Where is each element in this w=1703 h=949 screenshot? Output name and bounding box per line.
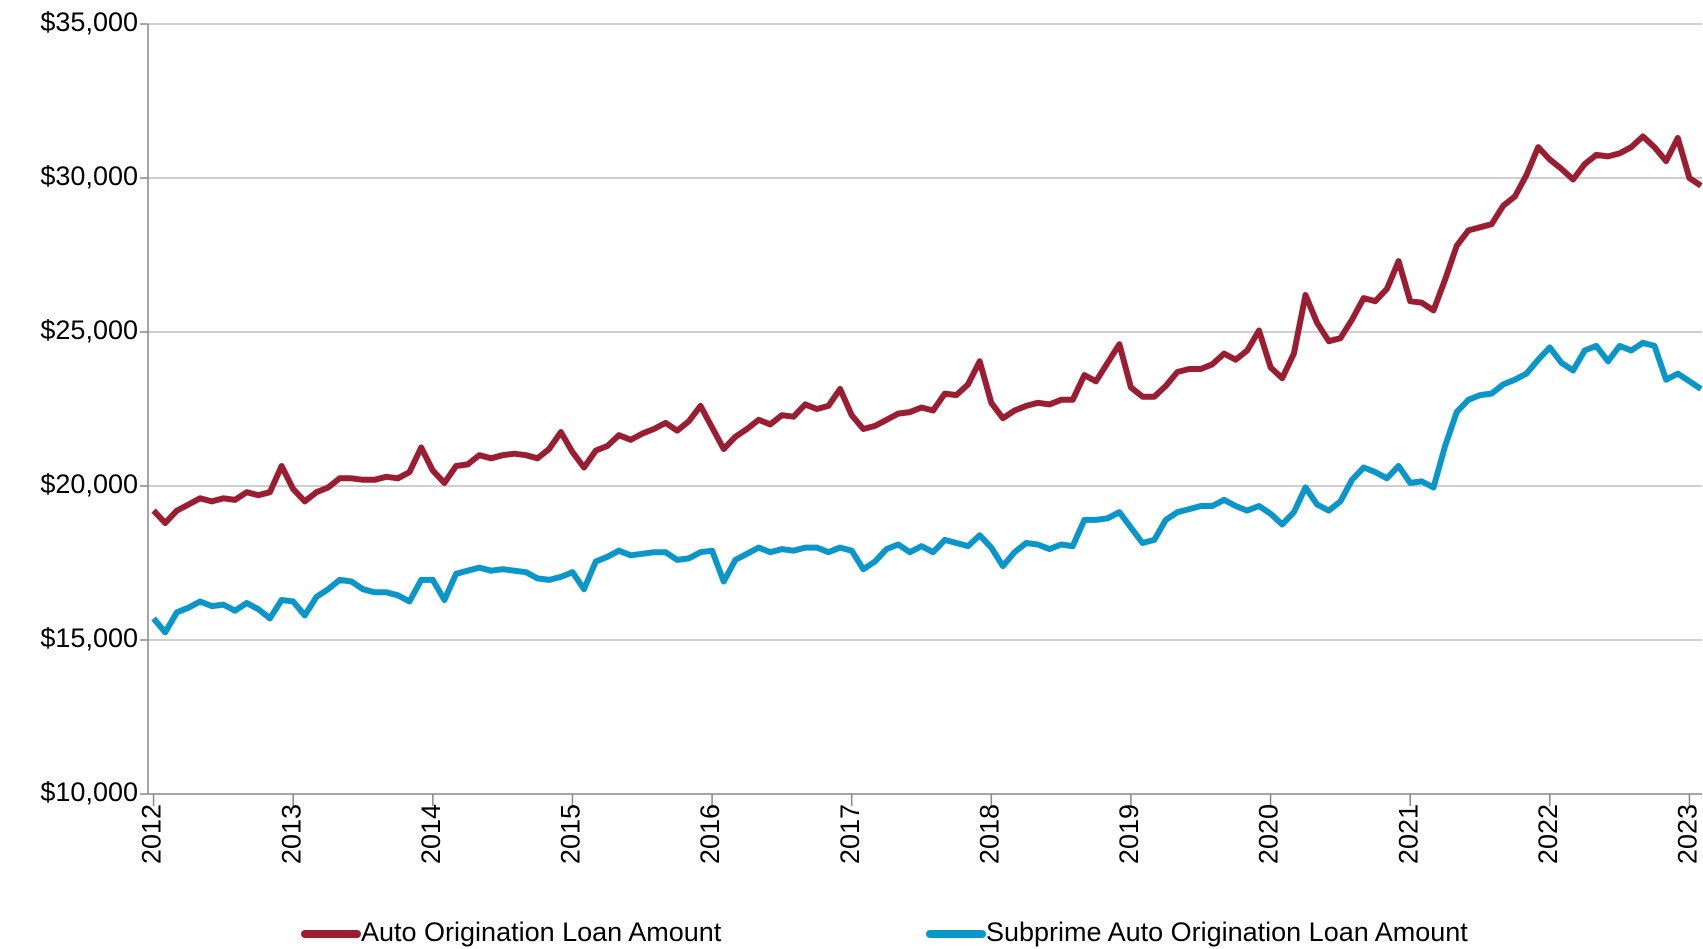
line-series	[151, 133, 1703, 526]
x-tick-label: 2013	[276, 804, 306, 864]
x-tick-label: 2022	[1533, 804, 1563, 864]
y-tick-label: $30,000	[40, 161, 138, 191]
x-tick-label: 2023	[1673, 804, 1703, 864]
line-series	[151, 339, 1703, 636]
x-tick-label: 2019	[1114, 804, 1144, 864]
y-tick-label: $10,000	[40, 777, 138, 807]
y-tick-label: $15,000	[40, 623, 138, 653]
x-tick-label: 2016	[695, 804, 725, 864]
legend-label: Auto Origination Loan Amount	[361, 917, 722, 947]
x-tick-label: 2017	[835, 804, 865, 864]
x-tick-label: 2012	[137, 804, 167, 864]
x-tick-label: 2020	[1254, 804, 1284, 864]
y-tick-label: $25,000	[40, 315, 138, 345]
x-tick-label: 2014	[416, 804, 446, 864]
y-tick-label: $35,000	[40, 7, 138, 37]
y-tick-label: $20,000	[40, 469, 138, 499]
legend-label: Subprime Auto Origination Loan Amount	[986, 917, 1468, 947]
x-tick-label: 2021	[1393, 804, 1423, 864]
x-tick-label: 2018	[974, 804, 1004, 864]
x-tick-label: 2015	[556, 804, 586, 864]
